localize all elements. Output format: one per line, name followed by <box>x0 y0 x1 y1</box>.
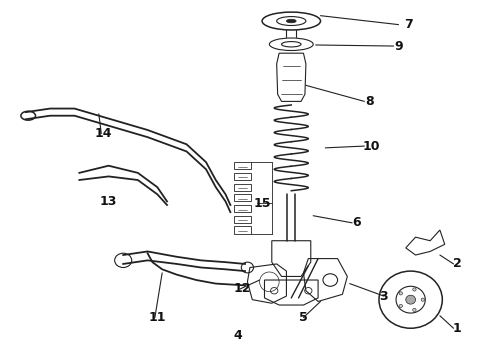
Text: 5: 5 <box>299 311 308 324</box>
Ellipse shape <box>413 308 416 311</box>
Ellipse shape <box>421 298 424 301</box>
Ellipse shape <box>287 19 296 23</box>
Text: 1: 1 <box>453 322 461 335</box>
Ellipse shape <box>399 304 402 307</box>
Text: 7: 7 <box>404 18 413 31</box>
Text: 6: 6 <box>353 216 361 229</box>
Text: 14: 14 <box>95 127 113 140</box>
Text: 10: 10 <box>363 140 380 153</box>
Text: 13: 13 <box>100 195 117 208</box>
Text: 12: 12 <box>234 283 251 296</box>
Ellipse shape <box>399 292 402 295</box>
Ellipse shape <box>406 295 416 304</box>
Text: 9: 9 <box>394 40 403 53</box>
Ellipse shape <box>413 288 416 291</box>
Text: 2: 2 <box>453 257 461 270</box>
Text: 15: 15 <box>253 197 271 210</box>
Text: 4: 4 <box>233 329 242 342</box>
Text: 11: 11 <box>148 311 166 324</box>
Text: 3: 3 <box>380 289 388 303</box>
Text: 8: 8 <box>365 95 373 108</box>
